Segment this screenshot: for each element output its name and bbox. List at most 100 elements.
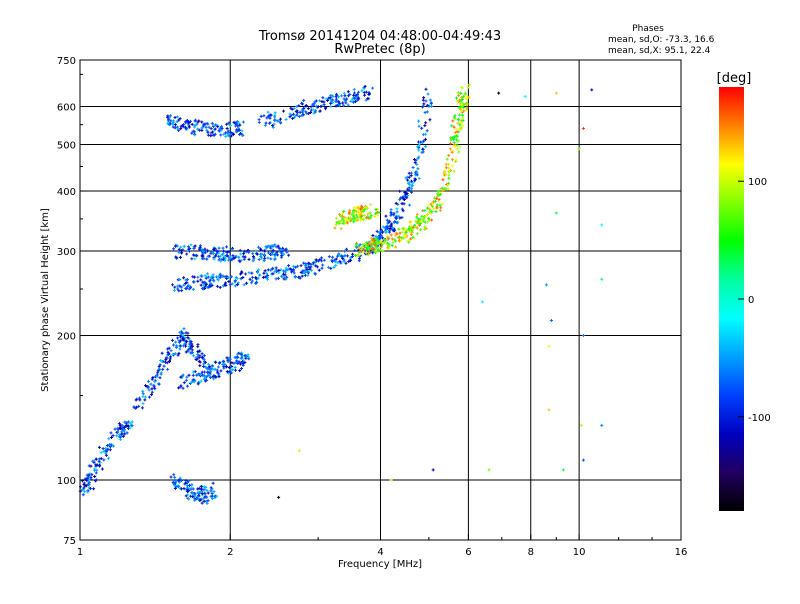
- scatter-point: [461, 124, 465, 128]
- scatter-point: [300, 274, 304, 278]
- scatter-point: [109, 443, 113, 447]
- scatter-point: [229, 131, 233, 135]
- scatter-point: [271, 244, 275, 248]
- scatter-point: [357, 259, 361, 263]
- scatter-point: [188, 246, 192, 250]
- scatter-point: [205, 249, 209, 253]
- scatter-point: [275, 119, 279, 123]
- scatter-point: [222, 249, 226, 253]
- scatter-point: [234, 254, 238, 258]
- scatter-point: [456, 121, 460, 125]
- scatter-point: [367, 92, 371, 96]
- scatter-point: [330, 260, 334, 264]
- scatter-point: [200, 254, 204, 258]
- scatter-point: [240, 366, 244, 370]
- scatter-point: [174, 480, 178, 484]
- scatter-point: [202, 377, 206, 381]
- scatter-point: [130, 424, 134, 428]
- scatter-point: [366, 253, 370, 257]
- scatter-point: [336, 261, 340, 265]
- scatter-point: [255, 280, 259, 284]
- scatter-point: [414, 158, 418, 162]
- scatter-point: [107, 456, 111, 460]
- scatter-point: [334, 257, 338, 261]
- scatter-point: [177, 478, 181, 482]
- scatter-point: [203, 247, 207, 251]
- scatter-point: [407, 171, 411, 175]
- scatter-point: [144, 384, 148, 388]
- scatter-point: [198, 364, 202, 368]
- scatter-point: [173, 115, 177, 119]
- scatter-point: [441, 178, 445, 182]
- scatter-point: [122, 425, 126, 429]
- scatter-point: [383, 239, 387, 243]
- scatter-point: [461, 116, 465, 120]
- y-tick-label: 500: [57, 141, 76, 152]
- scatter-point: [87, 481, 91, 485]
- scatter-point: [423, 225, 427, 229]
- scatter-point: [455, 99, 459, 103]
- scatter-point: [304, 266, 308, 270]
- scatter-point: [378, 248, 382, 252]
- scatter-point: [336, 103, 340, 107]
- scatter-point: [356, 90, 360, 94]
- scatter-point: [455, 130, 459, 134]
- scatter-point: [198, 498, 202, 502]
- scatter-point: [203, 379, 207, 383]
- stats-heading: Phases: [632, 24, 664, 34]
- scatter-point: [224, 134, 228, 138]
- scatter-point: [118, 435, 122, 439]
- scatter-point: [208, 365, 212, 369]
- scatter-point: [169, 114, 173, 118]
- scatter-point: [109, 431, 113, 435]
- scatter-point: [230, 361, 234, 365]
- scatter-point: [581, 126, 585, 130]
- scatter-point: [172, 343, 176, 347]
- scatter-point: [225, 122, 229, 126]
- scatter-point: [423, 110, 427, 114]
- x-tick-label: 1: [77, 547, 83, 558]
- scatter-point: [356, 206, 360, 210]
- scatter-point: [416, 217, 420, 221]
- scatter-point: [173, 475, 177, 479]
- scatter-point: [89, 475, 93, 479]
- scatter-point: [311, 261, 315, 265]
- scatter-point: [425, 129, 429, 133]
- scatter-point: [291, 269, 295, 273]
- scatter-point: [368, 241, 372, 245]
- scatter-point: [395, 207, 399, 211]
- scatter-point: [184, 121, 188, 125]
- scatter-point: [456, 147, 460, 151]
- scatter-point: [334, 260, 338, 264]
- scatter-point: [208, 371, 212, 375]
- scatter-point: [273, 257, 277, 261]
- scatter-point: [222, 359, 226, 363]
- scatter-point: [210, 364, 214, 368]
- scatter-point: [310, 268, 314, 272]
- scatter-point: [99, 450, 103, 454]
- scatter-point: [407, 186, 411, 190]
- scatter-point: [300, 108, 304, 112]
- scatter-point: [184, 127, 188, 131]
- scatter-point: [204, 375, 208, 379]
- scatter-point: [377, 239, 381, 243]
- scatter-point: [196, 491, 200, 495]
- scatter-point: [210, 496, 214, 500]
- scatter-point: [382, 241, 386, 245]
- scatter-point: [321, 96, 325, 100]
- y-tick-label: 400: [57, 187, 76, 198]
- scatter-point: [342, 103, 346, 107]
- scatter-point: [460, 86, 464, 90]
- scatter-point: [158, 363, 162, 367]
- scatter-point: [284, 117, 288, 121]
- scatter-point: [434, 197, 438, 201]
- scatter-point: [192, 280, 196, 284]
- scatter-point: [176, 485, 180, 489]
- scatter-point: [241, 120, 245, 124]
- scatter-point: [157, 382, 161, 386]
- scatter-point: [228, 124, 232, 128]
- scatter-point: [216, 278, 220, 282]
- scatter-point: [199, 484, 203, 488]
- scatter-point: [342, 91, 346, 95]
- scatter-point: [268, 113, 272, 117]
